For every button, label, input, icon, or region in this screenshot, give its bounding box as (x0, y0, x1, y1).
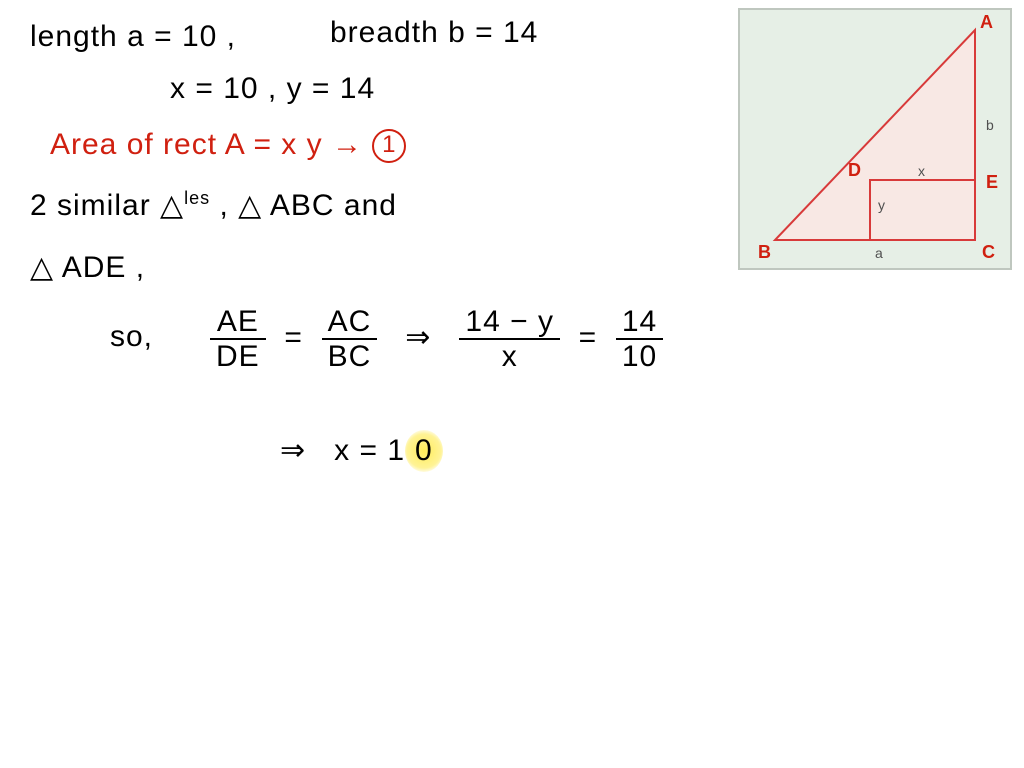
label-D: D (848, 160, 861, 180)
den-10: 10 (616, 340, 663, 373)
den-x: x (459, 340, 560, 373)
text-4b: , △ ABC and (219, 189, 397, 222)
label-b: b (986, 117, 994, 133)
triangle-figure: A B C D E a b x y (738, 8, 1012, 270)
num-14y: 14 − y (459, 305, 560, 340)
text-4a: 2 similar △ (30, 189, 184, 222)
label-C: C (982, 242, 995, 262)
eq1-eq: = (284, 321, 303, 354)
text-line-3: Area of rect A = x y → 1 (50, 128, 406, 163)
label-a: a (875, 245, 883, 261)
label-y: y (878, 197, 885, 213)
label-A: A (980, 12, 993, 32)
area-text: Area of rect A = x y (50, 128, 323, 161)
text-line-6: so, (110, 320, 153, 354)
arrow: → (332, 128, 363, 161)
implies-2: ⇒ (280, 434, 306, 467)
frac-ac-bc: AC BC (322, 305, 378, 373)
label-E: E (986, 172, 998, 192)
num-ac: AC (322, 305, 378, 340)
implies-1: ⇒ (405, 321, 431, 354)
frac-ae-de: AE DE (210, 305, 266, 373)
text-line-8: ⇒ x = 10 (280, 430, 443, 472)
text-line-4: 2 similar △les , △ ABC and (30, 188, 397, 223)
text-line-1a: length a = 10 , (30, 20, 236, 54)
den-bc: BC (322, 340, 378, 373)
triangle-svg: A B C D E a b x y (740, 10, 1010, 268)
triangle-outline (775, 30, 975, 240)
den-de: DE (210, 340, 266, 373)
frac-14-10: 14 10 (616, 305, 663, 373)
frac-14y-x: 14 − y x (459, 305, 560, 373)
highlight-digit: 0 (405, 430, 443, 472)
eq2-eq: = (579, 321, 598, 354)
num-14: 14 (616, 305, 663, 340)
label-x: x (918, 163, 925, 179)
text-line-2: x = 10 , y = 14 (170, 72, 375, 106)
text-line-1b: breadth b = 14 (330, 16, 538, 50)
num-ae: AE (210, 305, 266, 340)
x-equals: x = 1 (334, 434, 405, 467)
circled-1: 1 (372, 129, 406, 163)
label-B: B (758, 242, 771, 262)
text-line-5: △ ADE , (30, 250, 145, 285)
text-4sup: les (184, 188, 210, 208)
equation-1: AE DE = AC BC ⇒ 14 − y x = 14 10 (210, 305, 663, 373)
